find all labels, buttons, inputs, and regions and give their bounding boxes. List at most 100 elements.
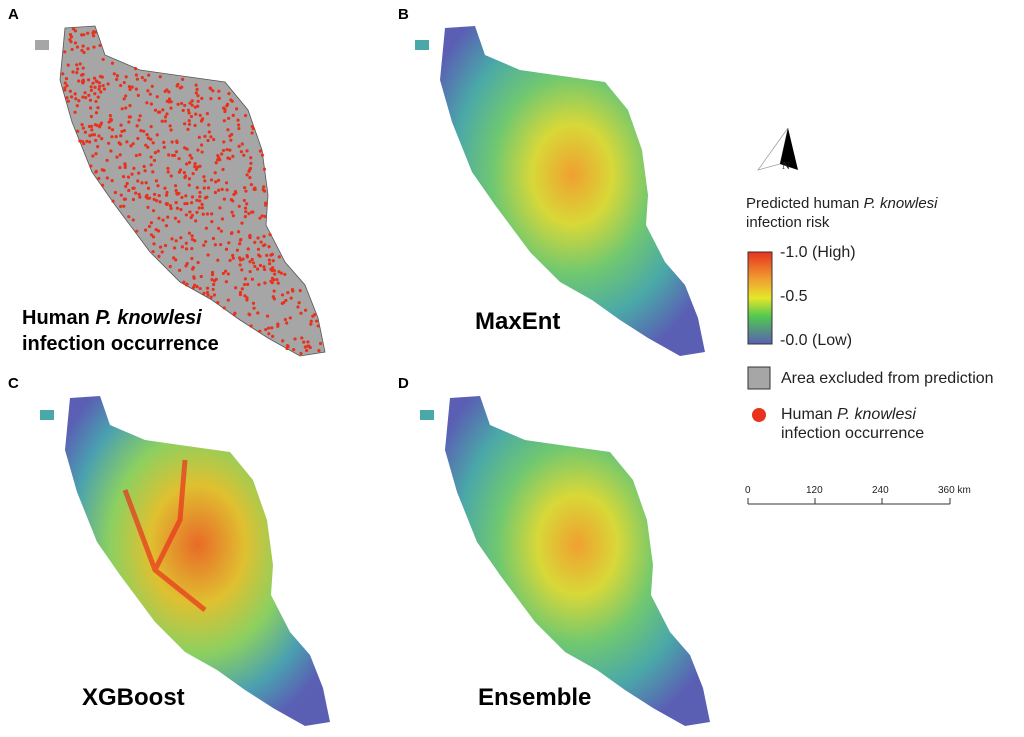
- occurrence-point: [142, 164, 146, 169]
- excluded-label: Area excluded from prediction: [781, 370, 994, 387]
- occurrence-point: [260, 153, 264, 157]
- occurrence-point: [196, 99, 200, 103]
- occurrence-point: [134, 87, 138, 91]
- occurrence-point: [190, 99, 194, 103]
- occurrence-point: [206, 138, 210, 143]
- occurrence-point: [189, 114, 194, 119]
- occurrence-point: [250, 277, 254, 281]
- occurrence-point: [210, 212, 214, 216]
- occurrence-point: [138, 153, 142, 157]
- occurrence-point: [135, 229, 139, 233]
- occurrence-point: [242, 282, 247, 287]
- occurrence-point: [207, 123, 211, 127]
- occurrence-point: [219, 229, 223, 233]
- occurrence-point: [163, 119, 167, 123]
- occurrence-point: [164, 224, 169, 228]
- occurrence-point: [212, 282, 216, 287]
- occurrence-point: [153, 151, 157, 155]
- occurrence-point: [142, 129, 146, 133]
- occurrence-point: [314, 319, 319, 323]
- occurrence-point: [191, 267, 195, 271]
- occurrence-point: [169, 206, 173, 211]
- occurrence-point: [236, 230, 241, 234]
- occurrence-point: [146, 136, 151, 140]
- occurrence-point: [243, 215, 247, 219]
- occurrence-point: [75, 104, 79, 108]
- occurrence-point: [83, 91, 87, 95]
- occurrence-point: [210, 220, 214, 224]
- occurrence-point: [245, 149, 249, 153]
- occurrence-points: [61, 27, 323, 356]
- occurrence-point: [158, 75, 162, 79]
- occurrence-point: [81, 95, 85, 99]
- occurrence-point: [101, 83, 105, 88]
- occurrence-point: [97, 125, 102, 129]
- occurrence-point: [154, 179, 158, 183]
- occurrence-point: [131, 142, 135, 146]
- occurrence-point: [89, 114, 94, 119]
- occurrence-point: [211, 89, 215, 93]
- occurrence-point: [77, 79, 81, 83]
- occurrence-point: [231, 253, 235, 257]
- occurrence-point: [193, 123, 197, 128]
- occurrence-point: [282, 301, 286, 305]
- occurrence-point: [242, 153, 246, 157]
- occurrence-point: [237, 123, 241, 127]
- occurrence-point: [88, 134, 92, 138]
- occurrence-point: [256, 236, 260, 240]
- occurrence-point: [178, 86, 182, 90]
- occurrence-point: [173, 216, 178, 220]
- occurrence-point: [81, 78, 85, 82]
- occurrence-point: [140, 181, 144, 185]
- occurrence-point: [152, 158, 157, 163]
- occurrence-point: [123, 197, 127, 201]
- occurrence-point: [177, 220, 181, 224]
- occurrence-point: [257, 253, 261, 257]
- occurrence-point: [238, 242, 242, 246]
- occurrence-point: [243, 113, 248, 118]
- occurrence-point: [262, 267, 267, 272]
- occurrence-point: [267, 326, 271, 330]
- occurrence-point: [251, 261, 256, 265]
- occurrence-point: [149, 221, 154, 225]
- occurrence-point: [219, 242, 223, 247]
- occurrence-point: [311, 314, 315, 318]
- occurrence-point: [249, 156, 253, 160]
- panel-label-c: C: [8, 375, 19, 392]
- occurrence-point: [283, 272, 287, 276]
- occurrence-point: [200, 96, 204, 100]
- occurrence-point: [82, 50, 86, 55]
- occurrence-point: [224, 181, 229, 185]
- occurrence-point: [308, 345, 312, 350]
- occurrence-point: [211, 236, 216, 241]
- occurrence-point: [302, 340, 306, 344]
- occurrence-point: [222, 106, 226, 110]
- occurrence-point: [134, 191, 138, 195]
- occurrence-point: [190, 156, 194, 160]
- occurrence-point: [131, 218, 135, 222]
- north-label: N: [782, 160, 790, 172]
- occurrence-point: [130, 172, 134, 176]
- occurrence-point: [86, 78, 91, 82]
- occurrence-point: [293, 337, 297, 341]
- scale-tick-240: 240: [872, 485, 889, 496]
- occurrence-point: [204, 226, 208, 230]
- occurrence-point: [65, 84, 69, 88]
- occurrence-point: [150, 84, 154, 88]
- occurrence-point: [279, 271, 283, 275]
- occurrence-point: [221, 167, 225, 172]
- occurrence-point: [88, 98, 93, 102]
- occurrence-point: [262, 167, 267, 171]
- occurrence-point: [193, 105, 197, 109]
- occurrence-point: [264, 327, 268, 332]
- occurrence-point: [152, 197, 156, 201]
- occurrence-point: [82, 33, 86, 37]
- occurrence-point: [123, 165, 127, 169]
- occurrence-point: [166, 166, 170, 170]
- map-b-maxent: [415, 26, 705, 356]
- occurrence-point: [214, 180, 218, 184]
- occurrence-point: [91, 34, 96, 38]
- occurrence-point: [75, 45, 80, 49]
- occurrence-point: [197, 206, 201, 210]
- occurrence-point: [174, 189, 178, 193]
